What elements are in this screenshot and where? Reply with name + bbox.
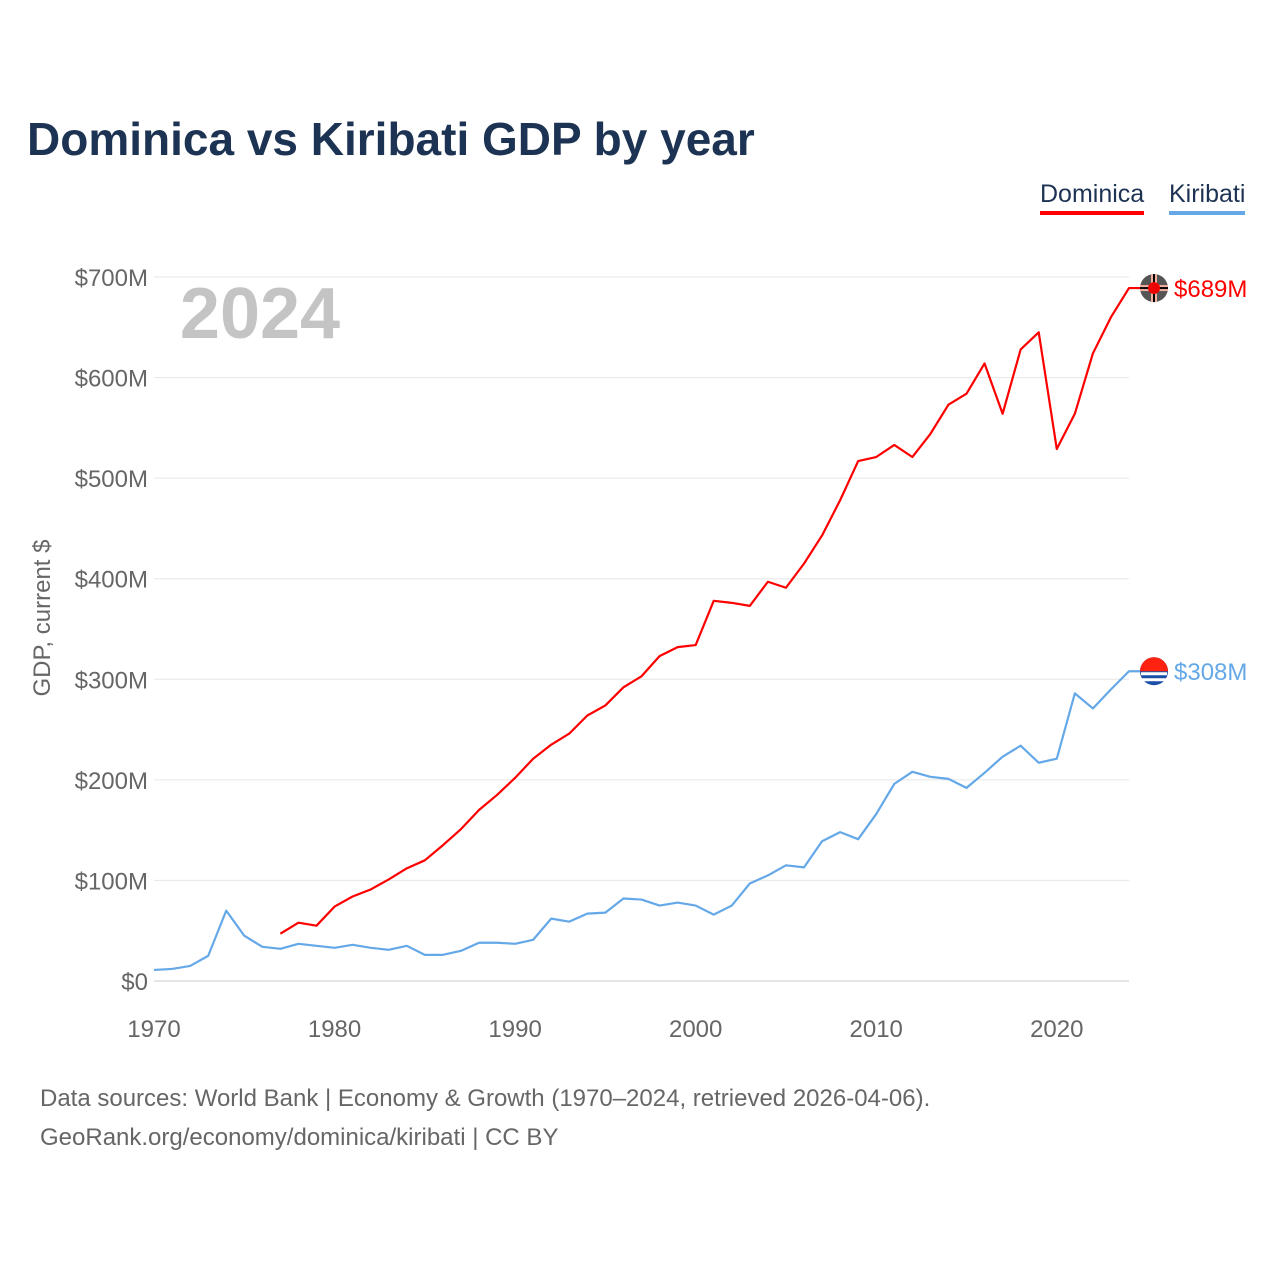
series-line-kiribati xyxy=(153,670,1141,972)
source-note: Data sources: World Bank | Economy & Gro… xyxy=(40,1085,931,1112)
end-value-label-dominica: $689M xyxy=(1174,276,1247,303)
x-tick-label: 2020 xyxy=(1030,1016,1083,1043)
x-tick-label: 2010 xyxy=(850,1016,903,1043)
y-axis-label: GDP, current $ xyxy=(29,540,56,697)
flag-icon-dominica xyxy=(1140,274,1168,303)
source-link[interactable]: GeoRank.org/economy/dominica/kiribati | … xyxy=(40,1124,559,1151)
x-tick-label: 1980 xyxy=(308,1016,361,1043)
series-line-dominica xyxy=(279,286,1141,935)
y-tick-label: $100M xyxy=(75,868,148,895)
flag-icon-kiribati xyxy=(1140,657,1168,686)
y-tick-label: $500M xyxy=(75,466,148,493)
y-tick-label: $0 xyxy=(121,969,148,996)
y-tick-label: $200M xyxy=(75,768,148,795)
year-watermark: 2024 xyxy=(180,274,340,354)
legend-kiribati[interactable]: Kiribati xyxy=(1169,180,1246,215)
y-tick-label: $600M xyxy=(75,366,148,393)
end-value-label-kiribati: $308M xyxy=(1174,659,1247,686)
x-tick-label: 1970 xyxy=(127,1016,180,1043)
y-tick-label: $700M xyxy=(75,265,148,292)
x-tick-label: 2000 xyxy=(669,1016,722,1043)
chart-title: Dominica vs Kiribati GDP by year xyxy=(27,113,755,165)
y-tick-label: $400M xyxy=(75,567,148,594)
y-tick-label: $300M xyxy=(75,667,148,694)
legend-dominica[interactable]: Dominica xyxy=(1040,180,1145,215)
x-tick-label: 1990 xyxy=(488,1016,541,1043)
